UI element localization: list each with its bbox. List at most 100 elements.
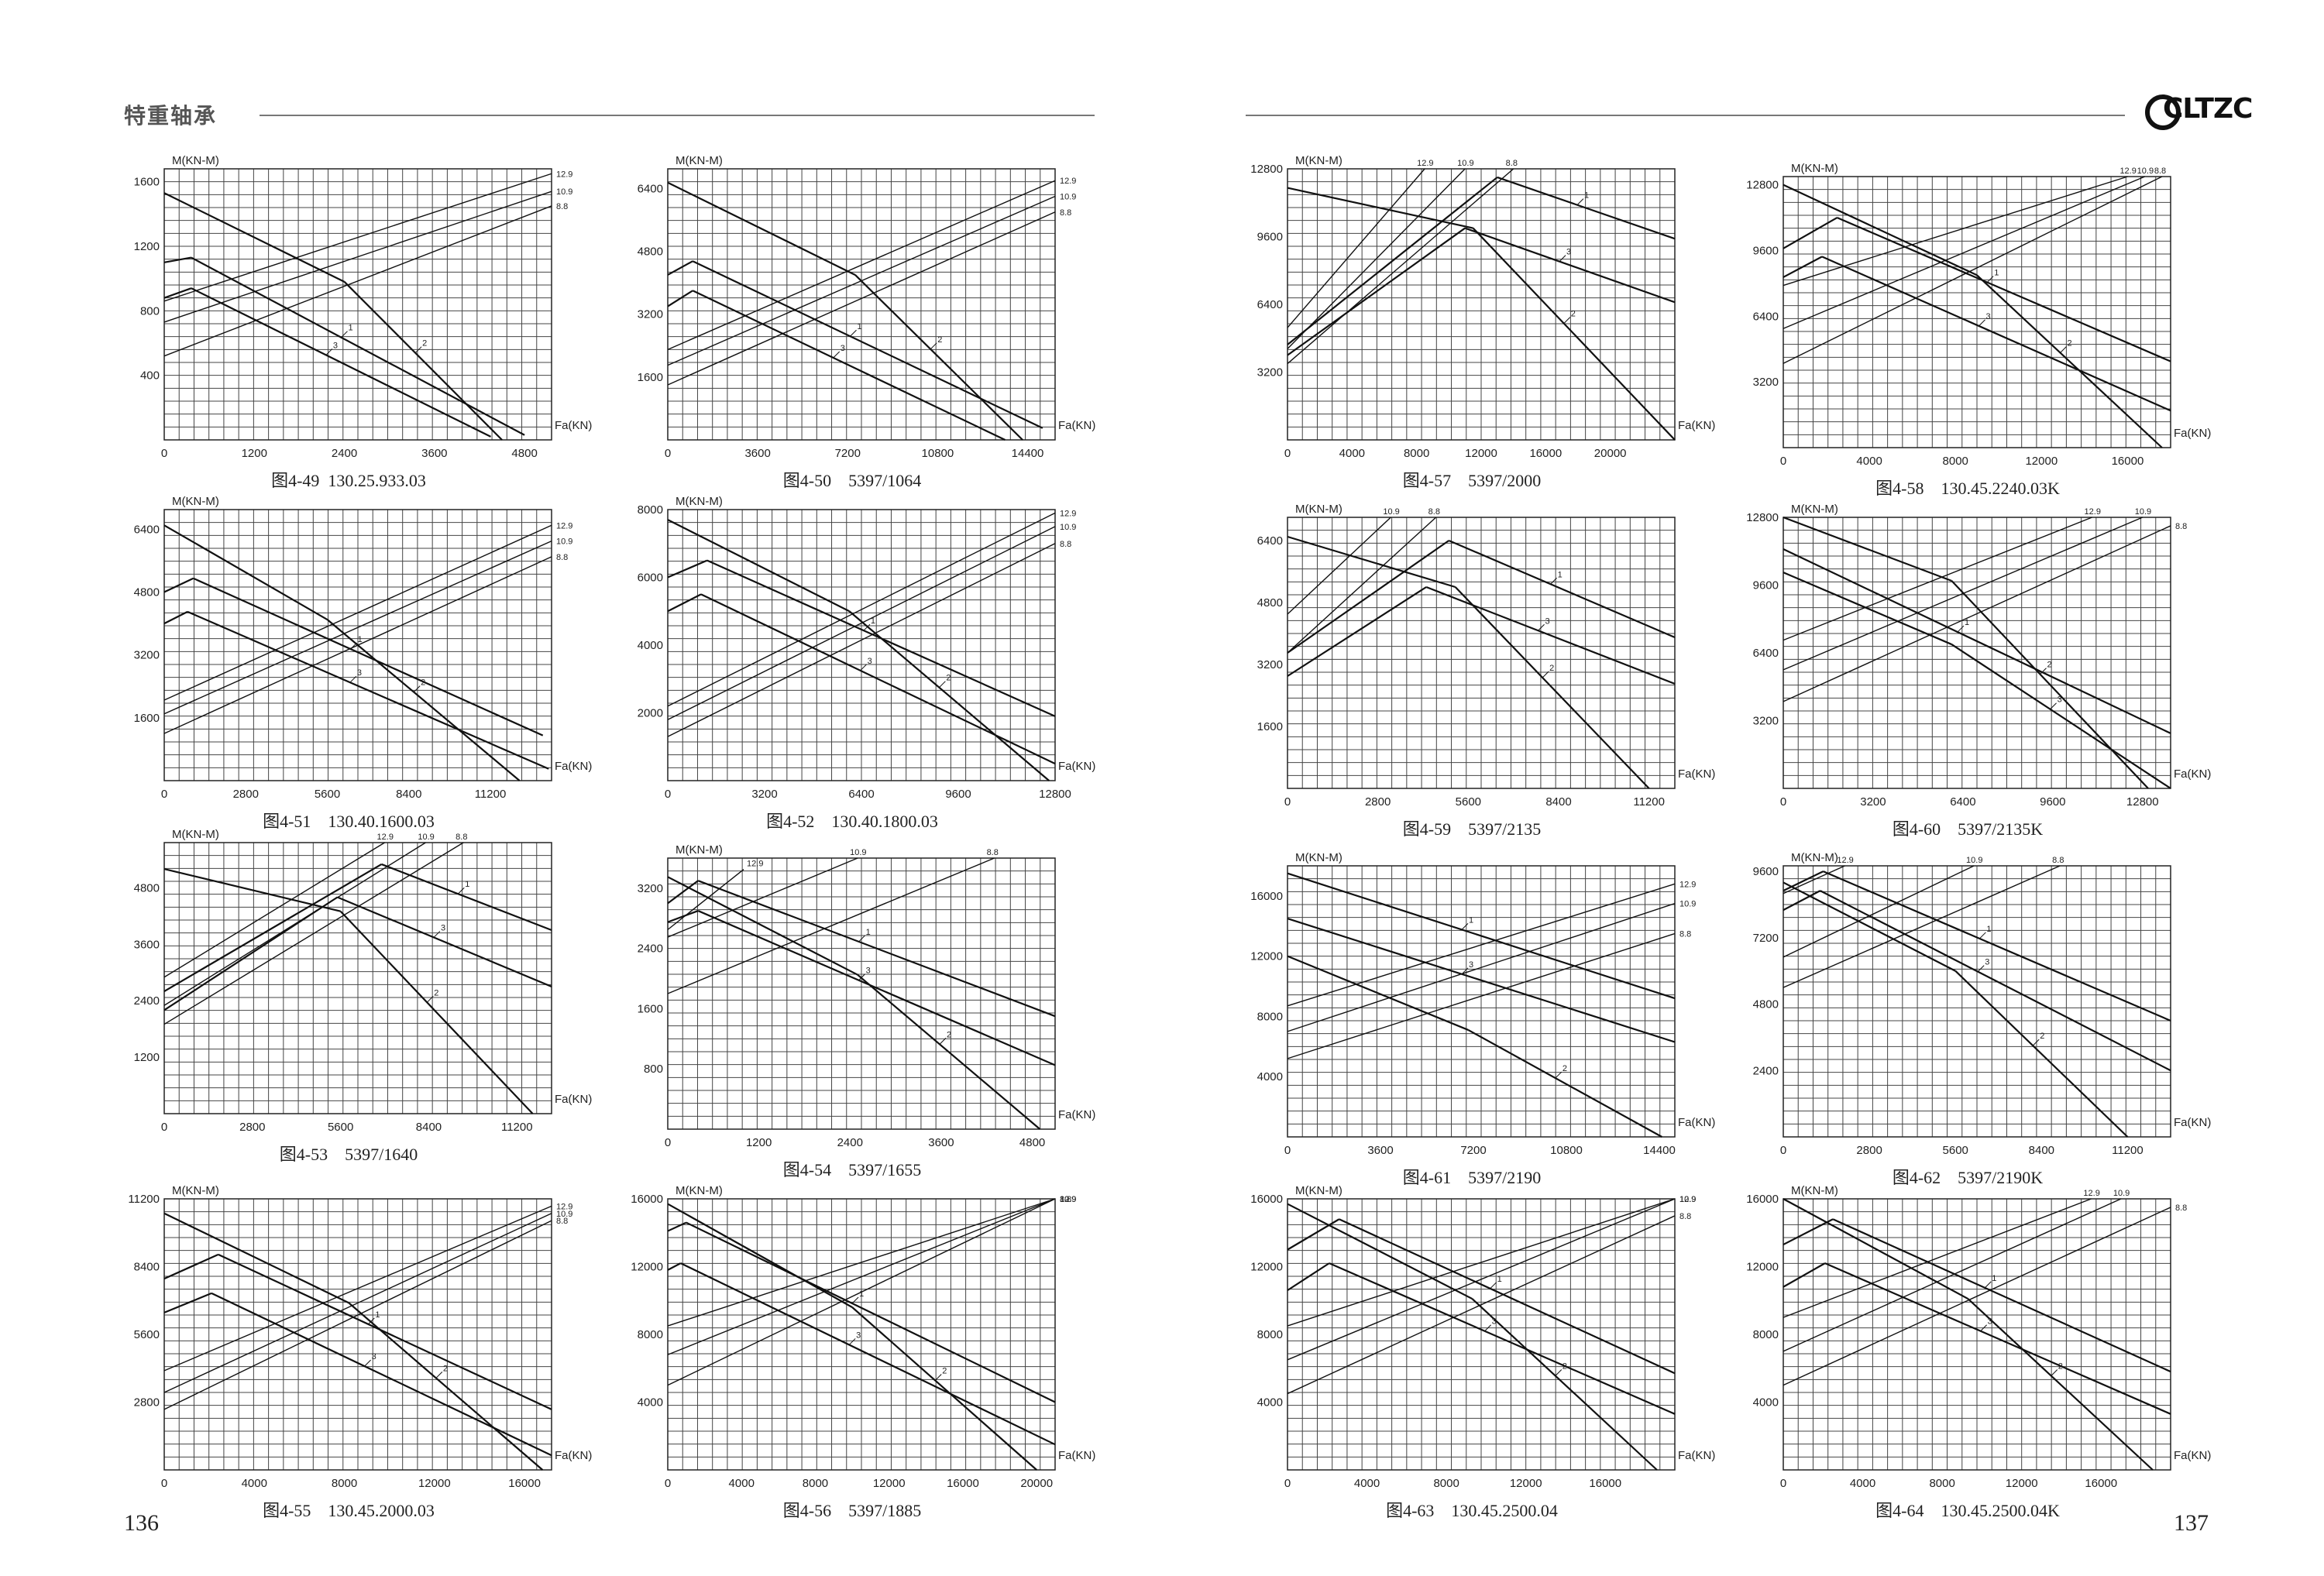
curve-label: 2 bbox=[2068, 339, 2072, 349]
plot-frame bbox=[1287, 1198, 1676, 1471]
chart-caption: 图4-56 5397/1885 bbox=[782, 1501, 922, 1520]
x-tick-label: 16000 bbox=[508, 1477, 541, 1490]
series-segment bbox=[1287, 168, 1466, 349]
series-segment bbox=[163, 1205, 552, 1372]
chart-caption: 图4-58 130.45.2240.03K bbox=[1875, 479, 2060, 498]
x-tick-label: 2800 bbox=[239, 1121, 265, 1134]
plot-frame bbox=[1287, 865, 1676, 1138]
chart-caption: 图4-62 5397/2190K bbox=[1892, 1168, 2044, 1187]
chart-4-57: 0 4000 8000 12000 16000 20000 3200 6400 9600 1280… bbox=[1239, 154, 1715, 490]
grade-label: 8.8 bbox=[1060, 208, 1071, 218]
x-tick-label: 1200 bbox=[242, 447, 267, 460]
series-segment bbox=[1783, 217, 1838, 249]
series-3: 3 bbox=[1287, 918, 1676, 1043]
series-8-8 bbox=[1783, 865, 2061, 988]
series-1: 1 bbox=[163, 256, 525, 436]
x-axis-label: Fa(KN) bbox=[1678, 1449, 1715, 1462]
series-segment bbox=[1783, 256, 1823, 278]
curve-label: 2 bbox=[434, 988, 438, 997]
y-tick-label: 6400 bbox=[1257, 534, 1283, 548]
series-segment bbox=[667, 260, 693, 276]
series-segment bbox=[1783, 1198, 1968, 1300]
series-segment bbox=[1783, 865, 1975, 958]
series-segment bbox=[1287, 1262, 1330, 1292]
series-segment bbox=[697, 880, 1056, 1018]
label-leader bbox=[1986, 276, 1994, 283]
chart-plot-area: 0 2800 5600 8400 11200 1600 3200 4800 6400 M(KN-M… bbox=[1257, 503, 1716, 809]
y-tick-label: 16000 bbox=[1746, 1193, 1779, 1206]
x-tick-label: 0 bbox=[1780, 1477, 1786, 1490]
grade-label: 10.9 bbox=[1060, 1195, 1076, 1204]
curve-label: 1 bbox=[1558, 570, 1563, 579]
series-segment bbox=[667, 180, 1056, 350]
y-axis-label: M(KN-M) bbox=[172, 154, 219, 167]
series-10-9 bbox=[667, 857, 858, 938]
series-segment bbox=[667, 880, 699, 905]
curve-label: 2 bbox=[942, 1367, 947, 1376]
series-8-8 bbox=[667, 543, 1056, 737]
label-leader bbox=[850, 329, 857, 337]
series-3: 3 bbox=[163, 287, 492, 438]
grade-label: 10.9 bbox=[556, 537, 572, 547]
series-1: 1 bbox=[1287, 539, 1676, 654]
grade-label: 10.9 bbox=[556, 1210, 572, 1219]
y-tick-label: 11200 bbox=[128, 1193, 160, 1206]
y-tick-label: 9600 bbox=[1257, 231, 1283, 244]
series-segment bbox=[1832, 1218, 2171, 1373]
curve-label: 3 bbox=[1988, 1317, 1992, 1327]
series-10-9 bbox=[163, 1213, 552, 1393]
series-12-9 bbox=[163, 1205, 552, 1372]
series-3: 3 bbox=[1287, 227, 1676, 356]
x-tick-label: 8000 bbox=[1404, 447, 1429, 460]
series-3: 3 bbox=[667, 593, 1056, 765]
curve-label: 2 bbox=[443, 1364, 448, 1373]
y-tick-label: 2400 bbox=[134, 994, 160, 1008]
chart-grid bbox=[667, 168, 1056, 441]
x-tick-label: 7200 bbox=[835, 447, 861, 460]
x-tick-label: 12000 bbox=[1510, 1477, 1542, 1490]
grade-label: 8.8 bbox=[1060, 1195, 1071, 1204]
x-tick-label: 12000 bbox=[2025, 455, 2058, 468]
curve-label: 3 bbox=[2058, 695, 2062, 705]
y-tick-label: 2800 bbox=[134, 1396, 160, 1409]
curve-label: 1 bbox=[859, 1289, 864, 1299]
curve-label: 3 bbox=[868, 657, 872, 666]
x-axis-label: Fa(KN) bbox=[1058, 1108, 1095, 1121]
series-segment bbox=[1287, 1198, 1676, 1361]
x-tick-label: 5600 bbox=[1456, 795, 1481, 809]
grade-label: 8.8 bbox=[2175, 522, 2187, 531]
series-segment bbox=[1783, 1198, 2122, 1352]
series-segment bbox=[667, 519, 850, 613]
series-8-8 bbox=[163, 842, 464, 1025]
chart-4-58: 0 4000 8000 12000 16000 3200 6400 9600 12800 M(KN… bbox=[1735, 162, 2211, 498]
y-tick-label: 4000 bbox=[638, 1396, 663, 1409]
y-tick-label: 12000 bbox=[631, 1261, 663, 1274]
page-number-right: 137 bbox=[2174, 1510, 2209, 1536]
y-tick-label: 6400 bbox=[1753, 310, 1779, 323]
series-segment bbox=[1448, 539, 1676, 639]
series-segment bbox=[163, 191, 552, 323]
x-tick-label: 11200 bbox=[501, 1121, 533, 1134]
series-segment bbox=[1783, 548, 2171, 734]
grade-label: 10.9 bbox=[2137, 167, 2154, 176]
grade-label: 12.9 bbox=[1417, 159, 1433, 168]
label-leader bbox=[2040, 668, 2047, 675]
curve-label: 3 bbox=[357, 668, 362, 678]
series-segment bbox=[667, 526, 1056, 720]
series-segment bbox=[1287, 1198, 1676, 1327]
series-1: 1 bbox=[163, 1253, 552, 1410]
chart-caption: 图4-54 5397/1655 bbox=[782, 1160, 922, 1179]
label-leader bbox=[833, 351, 841, 359]
series-segment bbox=[1287, 1215, 1676, 1395]
series-3: 3 bbox=[667, 910, 1056, 1066]
series-12-9 bbox=[667, 512, 1056, 707]
y-tick-label: 16000 bbox=[631, 1193, 663, 1206]
x-tick-label: 0 bbox=[665, 447, 671, 460]
chart-plot-area: 0 4000 8000 12000 16000 20000 3200 6400 9600 1280… bbox=[1250, 154, 1715, 460]
series-8-8 bbox=[1783, 1207, 2171, 1386]
x-axis-label: Fa(KN) bbox=[2174, 1116, 2211, 1129]
curve-label: 2 bbox=[937, 335, 942, 345]
series-segment bbox=[1287, 883, 1676, 1007]
curve-label: 3 bbox=[333, 341, 338, 350]
series-segment bbox=[1454, 586, 1650, 789]
